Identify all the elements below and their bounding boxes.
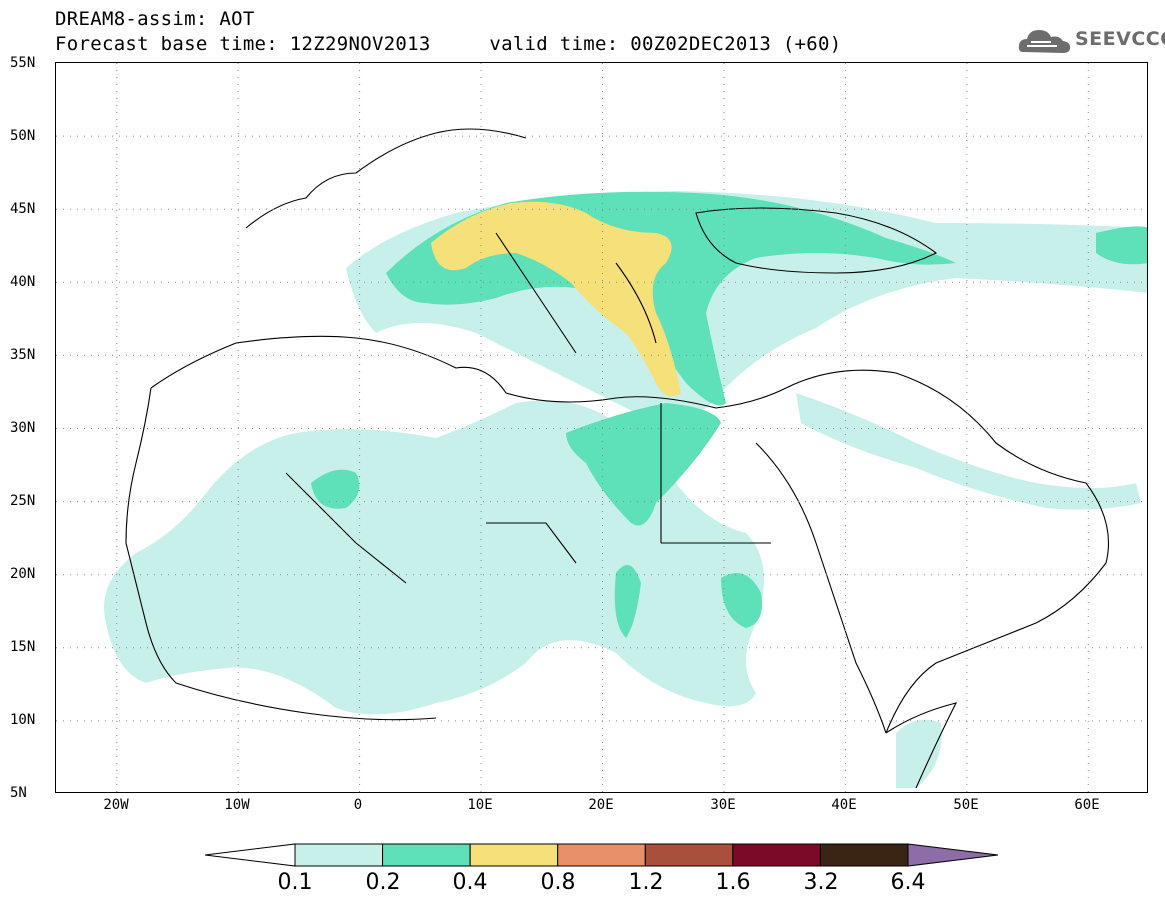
lat-label-30n: 30N (10, 420, 36, 436)
lat-label-25n: 25N (10, 493, 36, 509)
lon-label-30e: 30E (710, 797, 736, 813)
lat-label-20n: 20N (10, 566, 36, 582)
colorbar-label-3.2: 3.2 (803, 870, 839, 895)
coastline-greece (615, 262, 657, 344)
colorbar-box (644, 843, 734, 867)
lon-label-60e: 60E (1074, 797, 1100, 813)
lat-label-10n: 10N (10, 712, 36, 728)
colorbar-box (557, 843, 646, 867)
colorbar-under-arrow (205, 843, 296, 867)
aot-region-caspian (1096, 226, 1147, 265)
lon-label-50e: 50E (953, 797, 979, 813)
border-mali-algeria (285, 472, 407, 584)
seevccc-logo: SEEVCCC (1017, 24, 1165, 58)
aot-region-arabia (796, 393, 1141, 510)
colorbar-over-arrow (907, 843, 999, 867)
colorbar-label-6.4: 6.4 (890, 870, 926, 895)
colorbar-box (382, 843, 471, 867)
lat-label-55n: 55N (10, 55, 36, 71)
lon-label-20e: 20E (588, 797, 614, 813)
forecast-time-subtitle: Forecast base time: 12Z29NOV2013 valid t… (55, 33, 842, 55)
map-area[interactable] (55, 62, 1148, 793)
coastline-iberia-france (245, 128, 527, 229)
colorbar-label-0.8: 0.8 (540, 870, 576, 895)
colorbar-label-0.4: 0.4 (452, 870, 488, 895)
lat-label-5n: 5N (10, 785, 27, 801)
colorbar-label-1.2: 1.2 (628, 870, 664, 895)
lon-label-20w: 20W (103, 797, 129, 813)
border-niger-chad (486, 522, 577, 564)
coastline-west-africa (125, 387, 437, 721)
colorbar-box (294, 843, 384, 867)
lat-label-15n: 15N (10, 639, 36, 655)
coastline-arabia (785, 369, 1109, 734)
colorbar-box (732, 843, 821, 867)
colorbar-box (469, 843, 559, 867)
coastline-north-africa (150, 335, 787, 409)
lat-label-40n: 40N (10, 274, 36, 290)
logo-text: SEEVCCC (1075, 28, 1165, 50)
colorbar-label-0.1: 0.1 (277, 870, 313, 895)
aot-region-egypt-plume (566, 403, 721, 526)
lat-label-45n: 45N (10, 201, 36, 217)
colorbar-label-1.6: 1.6 (715, 870, 751, 895)
aot-region-sahel-east (614, 565, 641, 638)
colorbar-box (819, 843, 909, 867)
aot-colorbar (205, 843, 999, 867)
lat-label-35n: 35N (10, 347, 36, 363)
cloud-icon (1018, 30, 1071, 53)
lon-label-10e: 10E (467, 797, 493, 813)
coastline-horn (885, 702, 958, 789)
aot-region-horn (896, 719, 942, 788)
lon-label-40e: 40E (831, 797, 857, 813)
lon-label-0: 0 (353, 797, 363, 813)
aot-map (56, 63, 1147, 792)
map-title: DREAM8-assim: AOT (55, 8, 255, 30)
lon-label-10w: 10W (224, 797, 250, 813)
coastline-italy (495, 232, 577, 354)
lat-label-50n: 50N (10, 128, 36, 144)
aot-region-sudan (721, 573, 762, 628)
colorbar-label-0.2: 0.2 (365, 870, 401, 895)
aot-region-adriatic-aegean (431, 201, 681, 397)
coastline-red-sea (755, 442, 887, 734)
aot-region-mali (311, 469, 360, 509)
coastline-black-sea (695, 207, 938, 274)
